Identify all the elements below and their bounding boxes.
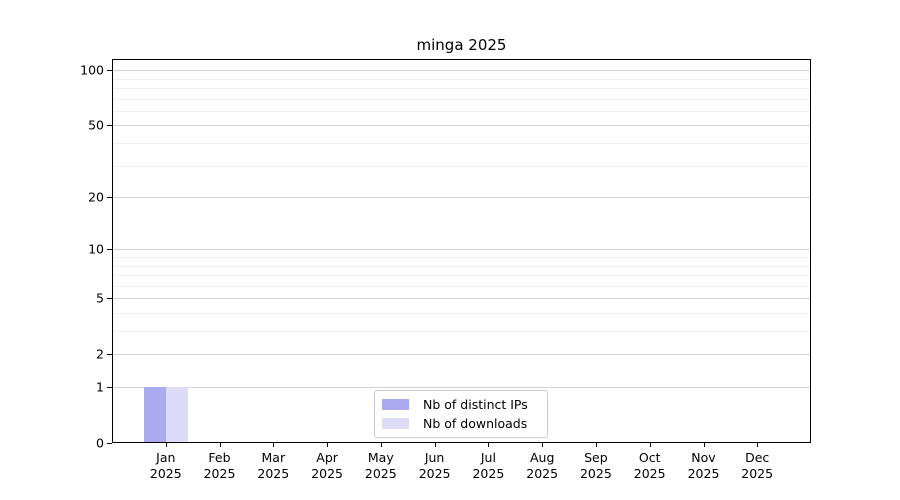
y-axis-tick bbox=[107, 298, 112, 300]
y-axis-tick bbox=[107, 354, 112, 356]
y-gridline-major bbox=[112, 197, 811, 199]
y-gridline-minor bbox=[112, 110, 811, 112]
x-tick-label: Jun 2025 bbox=[418, 450, 451, 481]
x-axis-tick bbox=[327, 443, 329, 447]
bar-distinct-ips bbox=[143, 387, 166, 443]
x-tick-label: May 2025 bbox=[364, 450, 397, 481]
legend-label-downloads: Nb of downloads bbox=[423, 416, 528, 431]
legend-swatch-downloads-icon bbox=[382, 418, 409, 429]
y-gridline-major bbox=[112, 249, 811, 251]
y-gridline-minor bbox=[112, 98, 811, 100]
chart-title: minga 2025 bbox=[416, 36, 507, 54]
y-gridline-minor bbox=[112, 88, 811, 89]
y-axis-tick bbox=[107, 197, 112, 199]
y-tick-label: 0 bbox=[96, 435, 104, 451]
y-gridline-minor bbox=[112, 78, 811, 80]
x-axis-tick bbox=[757, 443, 759, 447]
y-gridline-minor bbox=[112, 143, 811, 144]
y-gridline-minor bbox=[112, 257, 811, 258]
x-tick-label: Dec 2025 bbox=[741, 450, 774, 481]
x-tick-label: Feb 2025 bbox=[203, 450, 236, 481]
x-tick-label: Oct 2025 bbox=[633, 450, 666, 481]
x-axis-tick bbox=[542, 443, 544, 447]
legend-label-distinct-ips: Nb of distinct IPs bbox=[423, 397, 528, 412]
x-axis-tick bbox=[273, 443, 275, 447]
y-gridline-minor bbox=[112, 265, 811, 267]
x-axis-tick bbox=[380, 443, 382, 447]
y-tick-label: 20 bbox=[88, 189, 104, 205]
y-gridline-minor bbox=[112, 165, 811, 167]
x-axis-tick bbox=[703, 443, 705, 447]
legend-entry-distinct-ips: Nb of distinct IPs bbox=[382, 397, 540, 412]
y-tick-label: 1 bbox=[96, 379, 104, 395]
y-gridline-major bbox=[112, 354, 811, 356]
y-axis-tick bbox=[107, 387, 112, 388]
plot-area: Dec 2025 Nov 2025 Oct 2025 Sep 2025 Aug 2025 Jul 20… bbox=[80, 59, 811, 481]
legend-swatch-distinct-ips-icon bbox=[382, 399, 409, 410]
x-axis-tick bbox=[219, 443, 221, 447]
y-gridline-major bbox=[112, 70, 811, 72]
y-axis-tick bbox=[107, 70, 112, 72]
y-gridline-major bbox=[112, 387, 811, 388]
y-tick-label: 10 bbox=[88, 241, 104, 257]
x-axis-tick bbox=[165, 443, 167, 447]
y-tick-label: 100 bbox=[80, 62, 104, 78]
y-gridline-minor bbox=[112, 331, 811, 332]
y-gridline-major bbox=[112, 125, 811, 127]
y-gridline-minor bbox=[112, 285, 811, 287]
x-tick-label: Nov 2025 bbox=[687, 450, 720, 481]
y-gridline-minor bbox=[112, 313, 811, 314]
x-tick-label: Aug 2025 bbox=[526, 450, 559, 481]
x-tick-label: Jan 2025 bbox=[149, 450, 182, 481]
legend-entry-downloads: Nb of downloads bbox=[382, 416, 540, 431]
x-axis-tick bbox=[434, 443, 436, 447]
y-axis-tick bbox=[107, 125, 112, 127]
axes-frame bbox=[112, 59, 811, 443]
x-tick-label: Apr 2025 bbox=[311, 450, 343, 481]
y-tick-label: 2 bbox=[96, 346, 104, 362]
legend: Nb of distinct IPs Nb of downloads bbox=[374, 390, 548, 438]
x-axis-tick bbox=[488, 443, 490, 447]
y-axis-tick bbox=[107, 249, 112, 251]
y-axis-tick bbox=[107, 443, 112, 444]
y-gridline-minor bbox=[112, 275, 811, 276]
x-tick-label: Jul 2025 bbox=[472, 450, 505, 481]
x-tick-label: Sep 2025 bbox=[579, 450, 612, 481]
x-tick-label: Mar 2025 bbox=[257, 450, 290, 481]
y-tick-label: 50 bbox=[88, 117, 104, 133]
y-tick-label: 5 bbox=[96, 290, 104, 306]
bar-downloads bbox=[165, 387, 188, 443]
x-axis-tick bbox=[649, 443, 651, 447]
y-gridline-major bbox=[112, 298, 811, 300]
x-axis-tick bbox=[595, 443, 597, 447]
